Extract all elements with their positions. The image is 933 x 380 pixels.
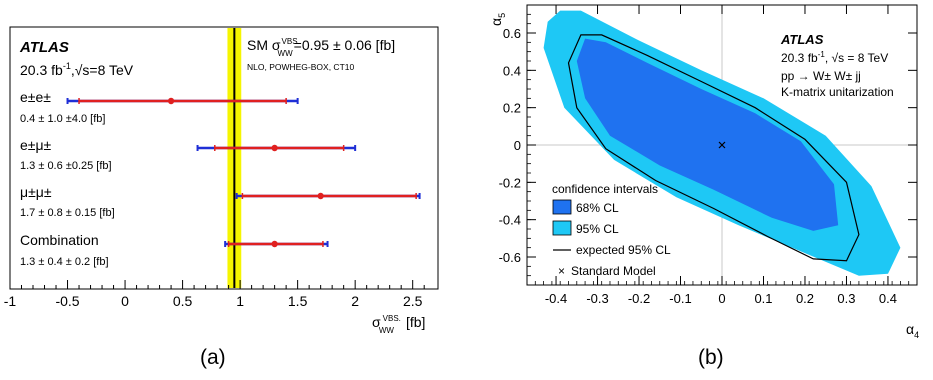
y-tick-label: -0.6 bbox=[499, 250, 521, 265]
legend-marker-sm: × bbox=[558, 264, 565, 278]
legend-label-sm: Standard Model bbox=[571, 264, 656, 278]
measurement-point bbox=[271, 240, 278, 248]
legend-label-68: 68% CL bbox=[576, 201, 619, 215]
standard-model-point bbox=[718, 141, 726, 149]
y-tick-label: 0.6 bbox=[503, 26, 521, 41]
x-tick-label: 1.5 bbox=[288, 293, 308, 309]
x-tick-label: 2 bbox=[351, 293, 359, 309]
x-tick-label: -0.4 bbox=[545, 291, 567, 306]
legend-swatch-95 bbox=[552, 220, 572, 236]
legend-label-95: 95% CL bbox=[576, 222, 619, 236]
panel-b-x-axis-label: α4 bbox=[906, 321, 919, 340]
measurement-labels: e±e± 0.4 ± 1.0 ±4.0 [fb] e±μ± 1.3 ± 0.6 ±0.… bbox=[20, 89, 115, 268]
x-tick-label: -1 bbox=[4, 293, 17, 309]
x-tick-label: -0.1 bbox=[669, 291, 691, 306]
measurement-result: 1.3 ± 0.6 ±0.25 [fb] bbox=[20, 160, 112, 172]
x-tick-label: 2.5 bbox=[403, 293, 423, 309]
measurement-result: 1.7 ± 0.8 ± 0.15 [fb] bbox=[20, 207, 115, 219]
panel-b-axes: -0.4 -0.3 -0.2 -0.1 0 0.1 0.2 0.3 0.4 -0.6 -0.4 -0.… bbox=[499, 5, 917, 306]
y-tick-label: -0.4 bbox=[499, 213, 521, 228]
y-tick-label: 0.4 bbox=[503, 63, 521, 78]
legend-swatch-68 bbox=[552, 199, 572, 215]
x-tick-label: 0.3 bbox=[837, 291, 855, 306]
panel-b-caption: (b) bbox=[698, 346, 724, 369]
measurement-point bbox=[317, 192, 324, 200]
panel-a: -1 -0.5 0 0.5 1 1.5 2 2.5 ATLAS 20.3 fb-1,√s=8 … bbox=[4, 26, 439, 369]
measurement-bars bbox=[66, 97, 421, 248]
panel-a-x-axis-label: σ VBS. WW[fb] bbox=[372, 314, 425, 335]
x-tick-label: -0.2 bbox=[628, 291, 650, 306]
x-tick-label: 0.4 bbox=[879, 291, 897, 306]
panel-a-atlas-label: ATLAS bbox=[19, 39, 69, 56]
panel-b: -0.4 -0.3 -0.2 -0.1 0 0.1 0.2 0.3 0.4 -0.6 -0.4 -0.… bbox=[488, 4, 919, 369]
measurement-result: 0.4 ± 1.0 ±4.0 [fb] bbox=[20, 113, 105, 125]
legend-title: confidence intervals bbox=[552, 182, 658, 196]
x-tick-label: 0 bbox=[121, 293, 129, 309]
panel-a-lumi-label: 20.3 fb-1,√s=8 TeV bbox=[20, 61, 134, 78]
measurement-name: e±e± bbox=[20, 89, 51, 105]
panel-a-x-axis: -1 -0.5 0 0.5 1 1.5 2 2.5 bbox=[4, 280, 425, 309]
confidence-region-68 bbox=[576, 38, 839, 231]
y-tick-label: 0.2 bbox=[503, 101, 521, 116]
x-tick-label: 0.5 bbox=[173, 293, 193, 309]
panel-b-y-axis-label: α5 bbox=[488, 13, 507, 26]
scheme-label: K-matrix unitarization bbox=[781, 85, 894, 99]
theory-note: NLO, POWHEG-BOX, CT10 bbox=[247, 62, 354, 72]
measurement-point bbox=[167, 97, 175, 105]
legend-label-expected: expected 95% CL bbox=[576, 243, 671, 257]
sm-marker-stroke-2 bbox=[718, 141, 726, 149]
y-tick-label: 0 bbox=[514, 138, 521, 153]
measurement-name: Combination bbox=[20, 232, 99, 248]
measurement-result: 1.3 ± 0.4 ± 0.2 [fb] bbox=[20, 256, 109, 268]
measurement-name: e±μ± bbox=[20, 137, 52, 153]
x-tick-label: 1 bbox=[236, 293, 244, 309]
x-tick-label: 0 bbox=[718, 291, 725, 306]
expected-95-contour bbox=[567, 34, 860, 262]
panel-b-legend: confidence intervals 68% CL 95% CL expec… bbox=[552, 182, 671, 278]
measurement-name: μ±μ± bbox=[20, 184, 52, 200]
x-tick-label: -0.5 bbox=[55, 293, 79, 309]
x-tick-label: -0.3 bbox=[586, 291, 608, 306]
panel-b-atlas-label: ATLAS bbox=[780, 32, 824, 47]
y-tick-label: -0.2 bbox=[499, 175, 521, 190]
panel-a-frame bbox=[9, 26, 439, 290]
panel-b-lumi-label: 20.3 fb-1, √s = 8 TeV bbox=[781, 50, 888, 65]
x-tick-label: 0.1 bbox=[754, 291, 772, 306]
panel-a-caption: (a) bbox=[200, 346, 226, 369]
sm-band-layer bbox=[227, 28, 242, 288]
measurement-point bbox=[271, 144, 278, 152]
process-label: pp → W± W± jj bbox=[781, 69, 861, 83]
x-tick-label: 0.2 bbox=[796, 291, 814, 306]
sm-prediction-label: SM σVBS WW=0.95 ± 0.06 [fb] bbox=[247, 37, 395, 58]
